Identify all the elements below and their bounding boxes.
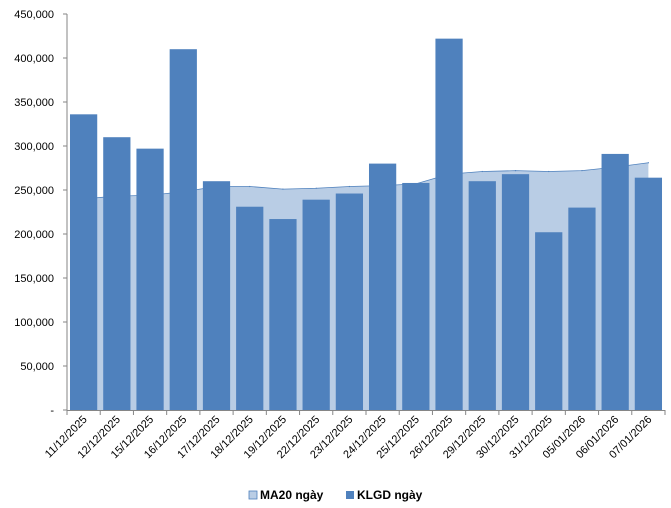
ma20-area (83, 162, 649, 410)
bar-klgd (335, 193, 364, 410)
bar-klgd (269, 219, 297, 410)
y-tick-label: 250,000 (14, 185, 54, 197)
bar-klgd (69, 114, 98, 410)
ma20-point (282, 188, 284, 190)
ma20-point (581, 170, 583, 172)
ma20-point (348, 185, 350, 188)
y-tick-label: 100,000 (14, 317, 54, 329)
legend-swatch-ma20 (248, 490, 258, 500)
ma20-area-layer (83, 162, 649, 410)
y-tick-label: 150,000 (14, 273, 54, 285)
bar-klgd (568, 207, 596, 410)
legend-swatch-klgd (346, 491, 354, 499)
bar-klgd (236, 206, 264, 410)
bar-layer (69, 38, 663, 411)
bar-klgd (302, 199, 330, 410)
bar-klgd (501, 174, 530, 410)
x-tick-labels: 11/12/202512/12/202515/12/202516/12/2025… (43, 414, 655, 461)
y-tick-label: 350,000 (14, 97, 54, 109)
y-tick-label: 300,000 (14, 141, 54, 153)
bar-klgd (634, 177, 663, 410)
y-tick-label: - (50, 405, 54, 417)
bar-klgd (368, 163, 397, 410)
bar-klgd (535, 232, 563, 410)
bar-klgd (402, 182, 430, 410)
legend-label-ma20: MA20 ngày (260, 488, 324, 502)
y-tick-label: 50,000 (20, 361, 54, 373)
y-tick-label: 450,000 (14, 9, 54, 21)
bar-klgd (468, 181, 496, 410)
ma20-point (647, 162, 649, 164)
ma20-point (481, 170, 483, 173)
y-tick-labels: - 50,000 100,000 150,000 200,000 250,000 300,0… (14, 9, 54, 417)
legend-label-klgd: KLGD ngày (357, 488, 423, 502)
bar-klgd (136, 148, 164, 410)
y-tick-label: 200,000 (14, 229, 54, 241)
ma20-point (548, 170, 550, 173)
ma20-point (514, 170, 517, 172)
bar-klgd (435, 38, 463, 410)
bar-klgd (169, 49, 197, 410)
y-tick-label: 400,000 (14, 53, 54, 65)
bar-klgd (202, 181, 231, 410)
legend: MA20 ngày KLGD ngày (248, 488, 423, 502)
bar-klgd (103, 137, 131, 410)
axis-layer (63, 13, 666, 415)
ma20-point (315, 187, 317, 189)
bar-klgd (601, 153, 629, 411)
ma20-point (249, 185, 251, 188)
